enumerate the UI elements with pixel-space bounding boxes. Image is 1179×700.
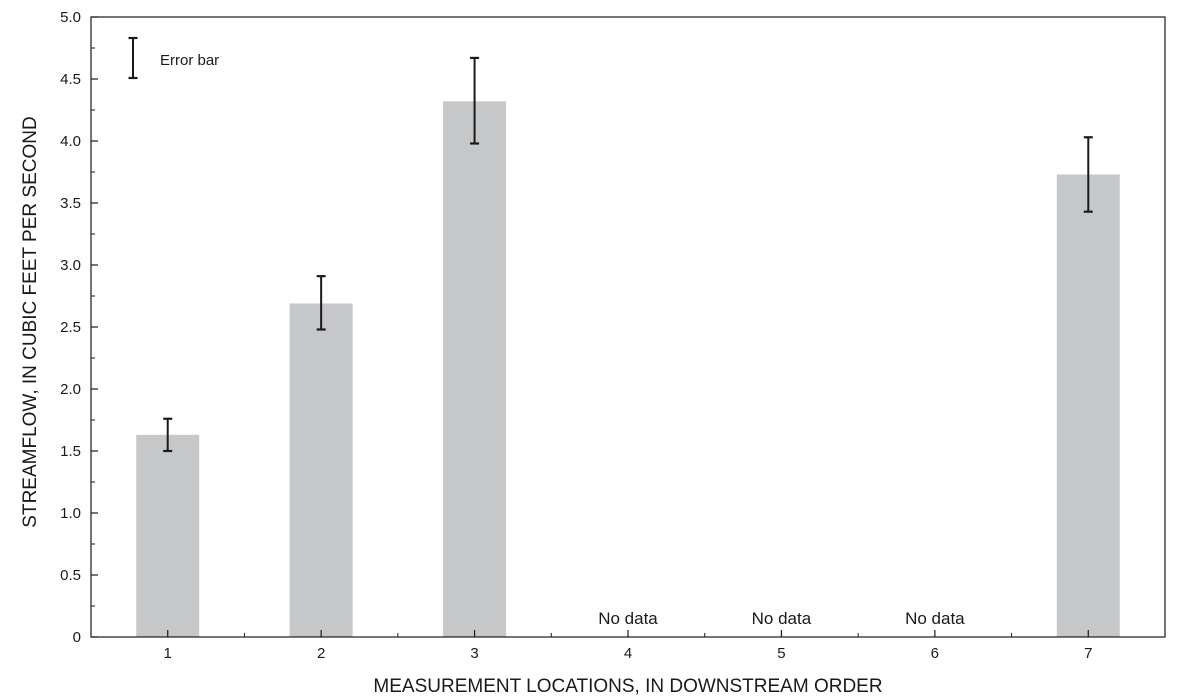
x-tick-label: 3 <box>470 645 478 662</box>
y-axis-title: STREAMFLOW, IN CUBIC FEET PER SECOND <box>20 116 41 527</box>
bar <box>136 434 200 637</box>
y-tick-label: 0 <box>73 629 81 646</box>
x-tick-label: 6 <box>931 645 939 662</box>
legend: Error bar <box>128 36 219 80</box>
y-tick-label: 2.5 <box>60 319 81 336</box>
legend-label: Error bar <box>160 52 219 69</box>
y-tick-label: 4.0 <box>60 133 81 150</box>
x-axis: 1 2 3 4 5 6 7 <box>90 630 1166 662</box>
y-tick-label: 4.5 <box>60 71 81 88</box>
y-tick-label: 1.5 <box>60 443 81 460</box>
y-tick-label: 2.0 <box>60 381 81 398</box>
no-data-labels-layer: No data No data No data <box>598 609 965 628</box>
bars-layer <box>136 101 1120 638</box>
y-tick-label: 3.5 <box>60 195 81 212</box>
x-tick-label: 7 <box>1084 645 1092 662</box>
y-tick-label: 3.0 <box>60 257 81 274</box>
bar <box>289 303 353 637</box>
x-tick-label: 2 <box>317 645 325 662</box>
x-tick-label: 4 <box>624 645 632 662</box>
x-axis-title: MEASUREMENT LOCATIONS, IN DOWNSTREAM ORD… <box>373 676 882 697</box>
bar <box>1056 174 1120 638</box>
error-bars-layer <box>163 56 1093 453</box>
y-tick-label: 0.5 <box>60 567 81 584</box>
x-tick-label: 1 <box>164 645 172 662</box>
y-axis: 0 0.5 1.0 1.5 2.0 2.5 3.0 3.5 4.0 4.5 5.0 <box>60 9 98 646</box>
bar <box>443 101 507 637</box>
y-tick-label: 5.0 <box>60 9 81 26</box>
no-data-label: No data <box>905 609 965 628</box>
no-data-label: No data <box>598 609 658 628</box>
x-tick-label: 5 <box>777 645 785 662</box>
plot-frame <box>90 16 1166 638</box>
y-tick-label: 1.0 <box>60 505 81 522</box>
no-data-label: No data <box>752 609 812 628</box>
